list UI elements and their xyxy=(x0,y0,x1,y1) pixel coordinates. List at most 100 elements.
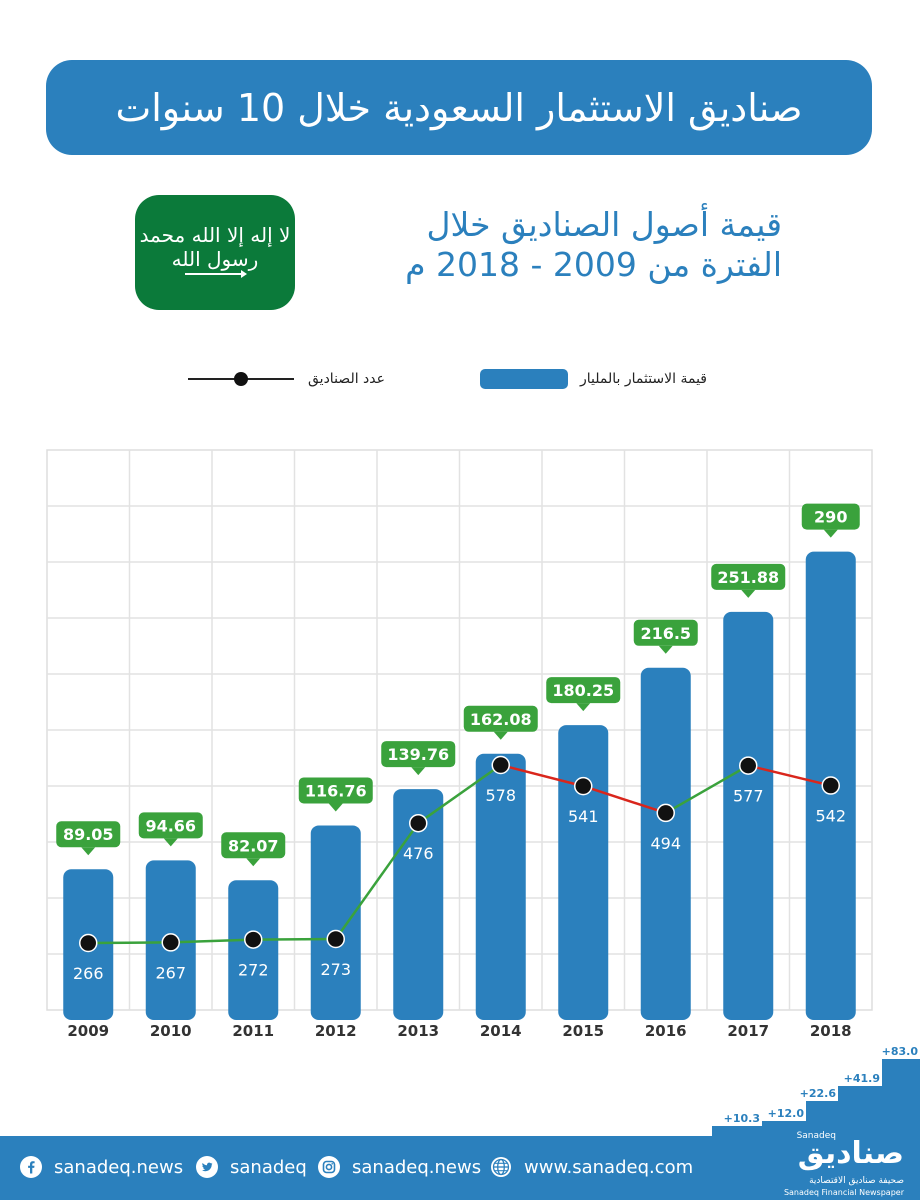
year-label: 2012 xyxy=(315,1022,357,1040)
count-line-segment xyxy=(334,822,420,940)
count-line-segment xyxy=(170,938,254,944)
value-badge xyxy=(381,741,456,768)
value-label: 116.76 xyxy=(305,781,367,800)
value-label: 216.5 xyxy=(640,624,691,643)
logo-main: صناديق xyxy=(797,1136,904,1171)
page-title: صناديق الاستثمار السعودية خلال 10 سنوات xyxy=(115,85,803,130)
legend-bars-label: قيمة الاستثمار بالمليار xyxy=(580,371,707,387)
saudi-flag: لا إله إلا الله محمد رسول الله xyxy=(135,195,295,310)
value-badge xyxy=(546,677,621,704)
logo-step-label: +41.9 xyxy=(844,1072,880,1085)
value-badge-pointer xyxy=(411,767,426,776)
bar xyxy=(393,789,444,1020)
count-point xyxy=(79,933,98,953)
legend-line-swatch xyxy=(188,372,294,386)
logo-step xyxy=(712,1126,762,1136)
value-label: 89.05 xyxy=(63,825,114,844)
count-point xyxy=(491,755,510,775)
value-badge xyxy=(711,563,786,590)
globe-icon xyxy=(491,1157,511,1177)
count-point xyxy=(409,813,428,833)
header-title-bar: صناديق الاستثمار السعودية خلال 10 سنوات xyxy=(46,60,872,155)
count-point xyxy=(656,803,675,823)
count-label: 494 xyxy=(650,834,681,853)
value-badge xyxy=(633,619,698,646)
subtitle-line1: قيمة أصول الصناديق خلال xyxy=(426,205,782,244)
value-label: 139.76 xyxy=(387,745,449,764)
subtitle: قيمة أصول الصناديق خلال الفترة من 2009 -… xyxy=(362,205,782,285)
year-label: 2015 xyxy=(562,1022,604,1040)
logo-step-label: +22.6 xyxy=(800,1087,837,1100)
count-label: 272 xyxy=(238,961,269,980)
chart-value-badges: 89.05 94.66 82.07 116.76 139.76 162.08 180.25 2… xyxy=(56,503,860,867)
twitter-icon xyxy=(196,1156,218,1178)
bar xyxy=(640,667,691,1020)
bar xyxy=(475,753,526,1020)
bar xyxy=(723,611,774,1020)
value-badge xyxy=(463,705,538,732)
value-label: 180.25 xyxy=(552,681,614,700)
logo-step-label: +12.0 xyxy=(768,1107,805,1120)
flag-shahada: لا إله إلا الله محمد رسول الله xyxy=(139,223,291,271)
count-label: 577 xyxy=(733,787,764,806)
count-line-segment xyxy=(747,764,832,787)
bar xyxy=(310,825,361,1020)
year-label: 2016 xyxy=(645,1022,687,1040)
value-badge xyxy=(801,503,860,530)
legend-bars-swatch xyxy=(480,369,568,389)
count-point xyxy=(739,756,758,775)
count-label: 476 xyxy=(403,844,434,863)
count-label: 267 xyxy=(155,963,186,982)
count-label: 266 xyxy=(73,964,104,983)
footer xyxy=(0,1136,920,1200)
year-label: 2011 xyxy=(232,1022,274,1040)
value-label: 94.66 xyxy=(145,816,196,835)
chart-count-line xyxy=(88,763,832,945)
footer-twitter-text: sanadeq xyxy=(230,1156,307,1178)
value-label: 251.88 xyxy=(717,568,779,587)
legend-line-label: عدد الصناديق xyxy=(308,371,385,387)
instagram-icon xyxy=(318,1156,340,1178)
year-label: 2013 xyxy=(397,1022,439,1040)
year-label: 2014 xyxy=(480,1022,522,1040)
subtitle-line2: الفترة من 2009 - 2018 م xyxy=(405,245,782,284)
facebook-icon xyxy=(20,1156,42,1178)
value-badge-pointer xyxy=(246,858,261,867)
flag-sword-icon xyxy=(185,270,247,278)
value-label: 162.08 xyxy=(470,710,532,729)
footer-twitter[interactable]: sanadeq xyxy=(196,1156,307,1178)
footer-instagram[interactable]: sanadeq.news xyxy=(318,1156,481,1178)
value-badge-pointer xyxy=(823,529,838,538)
logo-step xyxy=(882,1059,920,1136)
footer-website[interactable]: www.sanadeq.com xyxy=(490,1156,693,1178)
count-point xyxy=(574,776,593,796)
count-label: 542 xyxy=(815,807,846,826)
count-line-segment xyxy=(500,763,584,788)
year-label: 2010 xyxy=(150,1022,192,1040)
footer-instagram-text: sanadeq.news xyxy=(352,1156,482,1178)
count-point xyxy=(161,933,180,952)
count-label: 541 xyxy=(568,807,599,826)
count-line-segment xyxy=(582,784,667,815)
count-point xyxy=(821,776,840,795)
logo-sub-en: Sanadeq Financial Newspaper xyxy=(783,1188,904,1197)
count-point xyxy=(326,929,345,949)
count-line-segment xyxy=(417,763,502,825)
value-badge xyxy=(138,812,203,839)
value-badge xyxy=(221,832,286,859)
logo-step-label: +10.3 xyxy=(724,1112,760,1125)
footer-facebook-text: sanadeq.news xyxy=(54,1156,184,1178)
count-line-segment xyxy=(253,937,336,941)
value-badge-pointer xyxy=(328,803,343,812)
value-badge xyxy=(56,821,121,848)
value-badge-pointer xyxy=(163,838,178,847)
count-line-segment xyxy=(665,764,749,815)
count-line-segment xyxy=(88,941,171,945)
count-label: 273 xyxy=(320,960,351,979)
count-label: 578 xyxy=(485,786,516,805)
value-badge xyxy=(298,777,373,804)
value-badge-pointer xyxy=(741,589,756,598)
footer-facebook[interactable]: sanadeq.news xyxy=(20,1156,183,1178)
value-badge-pointer xyxy=(658,645,673,654)
logo-step xyxy=(838,1086,882,1136)
